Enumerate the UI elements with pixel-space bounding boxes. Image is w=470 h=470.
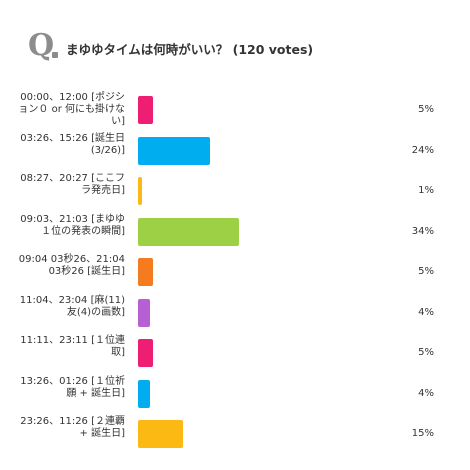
percentage-label: 4%	[418, 306, 434, 318]
option-label: 09:04 03秒26、21:04 03秒26 [誕生日]	[18, 254, 125, 277]
poll-option-row: 09:03、21:03 [まゆゆ１位の発表の瞬間] 34%	[0, 212, 470, 253]
percentage-label: 34%	[411, 225, 434, 237]
result-bar	[138, 379, 150, 408]
result-bar	[138, 339, 153, 367]
option-label: 23:26、11:26 [２連覇 + 誕生日]	[20, 416, 125, 439]
option-label: 08:27、20:27 [ここフラ発売日]	[20, 173, 125, 196]
result-bar	[138, 298, 150, 327]
poll-option-row: 11:04、23:04 [麻(11)友(4)の画数] 4%	[0, 293, 470, 334]
question-dot-icon	[52, 52, 58, 58]
poll-header: Q まゆゆタイムは何時がいい？ (120 votes)	[28, 30, 460, 64]
option-label: 11:11、23:11 [１位連取]	[20, 335, 125, 358]
result-bar	[138, 420, 183, 448]
result-bar	[138, 136, 210, 165]
percentage-label: 1%	[418, 185, 434, 196]
poll-option-row: 11:11、23:11 [１位連取] 5%	[0, 333, 470, 374]
result-bar	[138, 217, 240, 246]
percentage-label: 5%	[418, 347, 434, 358]
percentage-label: 4%	[418, 387, 434, 399]
poll-option-row: 03:26、15:26 [誕生日(3/26)] 24%	[0, 131, 470, 172]
result-bar	[138, 177, 142, 205]
poll-option-row: 08:27、20:27 [ここフラ発売日] 1%	[0, 171, 470, 212]
option-label: 00:00、12:00 [ポジション０ or 何にも掛けない]	[18, 92, 125, 127]
poll-option-row: 00:00、12:00 [ポジション０ or 何にも掛けない] 5%	[0, 90, 470, 131]
question-icon: Q	[28, 28, 55, 63]
option-label: 09:03、21:03 [まゆゆ１位の発表の瞬間]	[20, 213, 125, 237]
option-label: 13:26、01:26 [１位祈願 + 誕生日]	[20, 375, 125, 399]
result-bar	[138, 96, 153, 124]
option-label: 11:04、23:04 [麻(11)友(4)の画数]	[19, 294, 125, 318]
percentage-label: 15%	[411, 428, 434, 439]
poll-option-row: 09:04 03秒26、21:04 03秒26 [誕生日] 5%	[0, 252, 470, 293]
poll-option-row: 23:26、11:26 [２連覇 + 誕生日] 15%	[0, 414, 470, 455]
percentage-label: 5%	[418, 266, 434, 277]
poll-title: まゆゆタイムは何時がいい？ (120 votes)	[66, 42, 314, 57]
poll-results-chart: 00:00、12:00 [ポジション０ or 何にも掛けない] 5% 03:26、1…	[0, 90, 470, 455]
result-bar	[138, 258, 153, 286]
option-label: 03:26、15:26 [誕生日(3/26)]	[20, 132, 125, 156]
percentage-label: 5%	[418, 104, 434, 115]
percentage-label: 24%	[411, 144, 434, 156]
poll-option-row: 13:26、01:26 [１位祈願 + 誕生日] 4%	[0, 374, 470, 415]
